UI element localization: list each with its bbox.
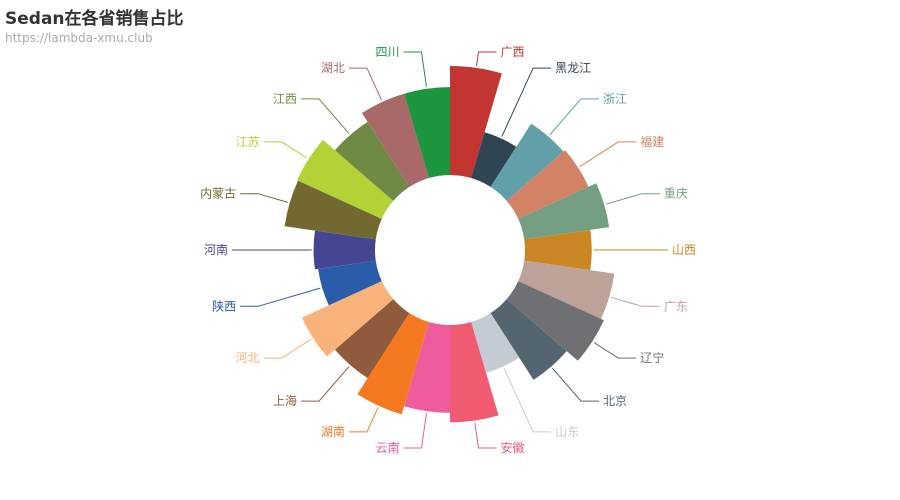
slice-label-3: 福建 bbox=[640, 134, 664, 149]
slice-label-15: 陕西 bbox=[212, 298, 236, 313]
slice-label-8: 北京 bbox=[603, 394, 627, 408]
rose-slice-20[interactable] bbox=[361, 93, 429, 187]
leader-line-11 bbox=[403, 413, 427, 449]
rose-slice-0[interactable] bbox=[450, 66, 502, 179]
rose-slice-10[interactable] bbox=[450, 321, 499, 423]
leader-line-2 bbox=[549, 98, 599, 136]
slice-label-5: 山西 bbox=[672, 243, 696, 257]
leader-line-13 bbox=[301, 366, 350, 402]
chart-subtitle: https://lambda-xmu.club bbox=[5, 31, 153, 45]
rose-slice-3[interactable] bbox=[506, 150, 589, 219]
slice-label-21: 四川 bbox=[375, 45, 399, 59]
leader-line-14 bbox=[263, 338, 312, 359]
slice-label-11: 云南 bbox=[375, 440, 399, 455]
rose-slice-2[interactable] bbox=[490, 123, 564, 201]
rose-slice-16[interactable] bbox=[313, 230, 376, 270]
leader-line-1 bbox=[501, 67, 552, 137]
slice-label-16: 河南 bbox=[204, 242, 228, 257]
leader-line-21 bbox=[403, 51, 427, 87]
leader-line-20 bbox=[348, 67, 382, 101]
rose-slice-15[interactable] bbox=[318, 260, 382, 306]
rose-slice-12[interactable] bbox=[357, 313, 429, 415]
rose-slice-4[interactable] bbox=[518, 183, 610, 240]
slice-label-13: 上海 bbox=[273, 393, 297, 408]
rose-slice-7[interactable] bbox=[506, 281, 604, 361]
slice-label-6: 广东 bbox=[664, 299, 688, 313]
slice-label-9: 山东 bbox=[555, 425, 579, 439]
slice-label-12: 湖南 bbox=[321, 424, 345, 439]
slice-label-19: 江西 bbox=[273, 92, 297, 106]
leader-line-19 bbox=[301, 98, 350, 134]
slice-label-18: 江苏 bbox=[236, 135, 260, 149]
leader-line-15 bbox=[240, 287, 321, 307]
slice-label-10: 安徽 bbox=[501, 440, 525, 455]
rose-slice-6[interactable] bbox=[518, 260, 615, 319]
leader-line-6 bbox=[611, 296, 660, 307]
rose-slice-18[interactable] bbox=[297, 139, 394, 219]
rose-slice-13[interactable] bbox=[334, 299, 410, 379]
rose-slice-21[interactable] bbox=[404, 87, 450, 179]
leader-line-17 bbox=[240, 193, 288, 203]
chart-title: Sedan在各省销售占比 bbox=[5, 9, 184, 29]
leader-line-7 bbox=[593, 342, 637, 359]
slice-label-2: 浙江 bbox=[603, 92, 627, 106]
slice-label-4: 重庆 bbox=[664, 187, 688, 201]
rose-slice-5[interactable] bbox=[524, 229, 592, 271]
rose-slice-11[interactable] bbox=[404, 321, 450, 413]
slice-label-7: 辽宁 bbox=[640, 350, 664, 365]
leader-line-8 bbox=[552, 367, 599, 402]
rose-slice-14[interactable] bbox=[301, 281, 394, 357]
rose-slice-1[interactable] bbox=[471, 132, 517, 187]
slice-label-1: 黑龙江 bbox=[555, 61, 591, 75]
leader-line-12 bbox=[348, 407, 379, 433]
rose-slice-17[interactable] bbox=[284, 180, 382, 240]
rose-slice-19[interactable] bbox=[334, 121, 410, 201]
leader-line-9 bbox=[503, 367, 552, 433]
leader-line-3 bbox=[579, 141, 637, 168]
leader-line-0 bbox=[476, 51, 497, 66]
slice-label-20: 湖北 bbox=[321, 60, 345, 75]
slice-label-17: 内蒙古 bbox=[200, 186, 236, 201]
leader-line-4 bbox=[606, 193, 660, 205]
leader-line-10 bbox=[474, 422, 497, 449]
slice-label-14: 河北 bbox=[236, 351, 260, 365]
leader-line-18 bbox=[263, 141, 308, 159]
rose-slice-8[interactable] bbox=[490, 299, 567, 380]
slice-label-0: 广西 bbox=[501, 45, 525, 59]
rose-slice-9[interactable] bbox=[471, 313, 520, 373]
